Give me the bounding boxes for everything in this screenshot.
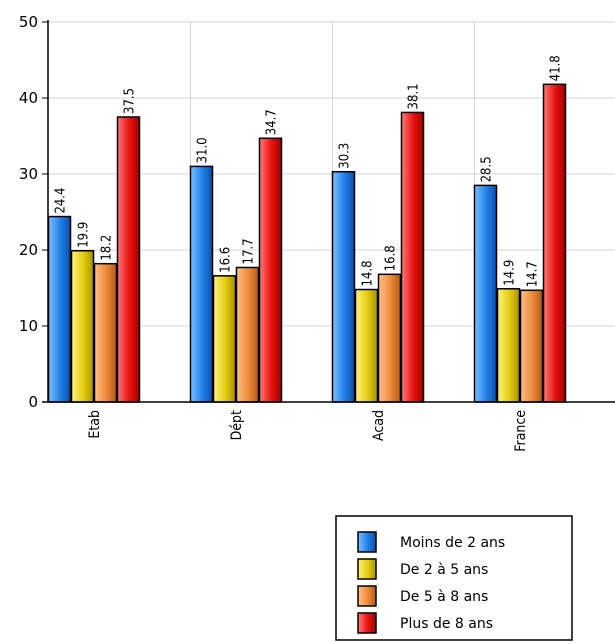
category-label: France: [513, 410, 529, 452]
bar-plus-de-8-ans: [400, 111, 425, 403]
bar-plus-de-8-ans: [116, 116, 141, 403]
y-tick-label: 50: [19, 13, 38, 31]
value-label: 24.4: [54, 188, 69, 214]
bar-de-2-5-ans: [496, 288, 521, 403]
legend-swatch: [357, 531, 377, 553]
bar-moins-de-2-ans: [189, 165, 214, 403]
category-label: Acad: [371, 410, 387, 441]
legend-label: Plus de 8 ans: [400, 616, 493, 632]
value-label: 18.2: [100, 235, 115, 261]
legend-label: De 5 à 8 ans: [400, 589, 488, 605]
legend-label: Moins de 2 ans: [400, 535, 505, 551]
bar-de-2-5-ans: [354, 288, 379, 403]
value-label: 17.7: [242, 238, 257, 264]
bar-moins-de-2-ans: [47, 215, 72, 403]
value-labels: 24.4 31.0 30.3 28.5 19.9 16.6 14.8 14.9 18.2 17.7…: [54, 55, 564, 287]
value-label: 14.8: [361, 260, 376, 286]
value-label: 37.5: [123, 88, 138, 114]
y-tick-label: 40: [19, 89, 38, 107]
bar-plus-de-8-ans: [542, 83, 567, 403]
value-label: 14.9: [503, 260, 518, 286]
axes: 0 10 20 30 40 50 Etab Dépt Acad France: [19, 13, 615, 452]
category-label: Etab: [87, 410, 103, 439]
legend: Moins de 2 ans De 2 à 5 ans De 5 à 8 ans Pl…: [335, 515, 573, 641]
legend-swatch: [357, 558, 377, 580]
bar-plus-de-8-ans: [258, 137, 283, 403]
y-tick-label: 20: [19, 241, 38, 259]
bars: [47, 83, 567, 403]
bar-de-2-5-ans: [212, 275, 237, 403]
value-label: 41.8: [549, 55, 564, 81]
legend-swatch: [357, 585, 377, 607]
y-tick-label: 0: [28, 393, 38, 411]
bar-de-5-8-ans: [93, 262, 118, 403]
value-label: 19.9: [77, 222, 92, 248]
value-label: 28.5: [480, 156, 495, 182]
value-label: 38.1: [407, 83, 422, 109]
y-tick-label: 30: [19, 165, 38, 183]
legend-swatch: [357, 612, 377, 634]
bar-moins-de-2-ans: [473, 184, 498, 403]
value-label: 31.0: [196, 137, 211, 163]
bar-de-5-8-ans: [377, 273, 402, 403]
value-label: 14.7: [526, 261, 541, 287]
bar-de-5-8-ans: [235, 266, 260, 403]
y-tick-label: 10: [19, 317, 38, 335]
value-label: 16.6: [219, 247, 234, 273]
value-label: 30.3: [338, 143, 353, 169]
bar-moins-de-2-ans: [331, 170, 356, 403]
bar-de-5-8-ans: [519, 289, 544, 403]
legend-label: De 2 à 5 ans: [400, 562, 488, 578]
bar-de-2-5-ans: [70, 250, 95, 403]
category-label: Dépt: [229, 410, 245, 440]
value-label: 16.8: [384, 245, 399, 271]
value-label: 34.7: [265, 109, 280, 135]
